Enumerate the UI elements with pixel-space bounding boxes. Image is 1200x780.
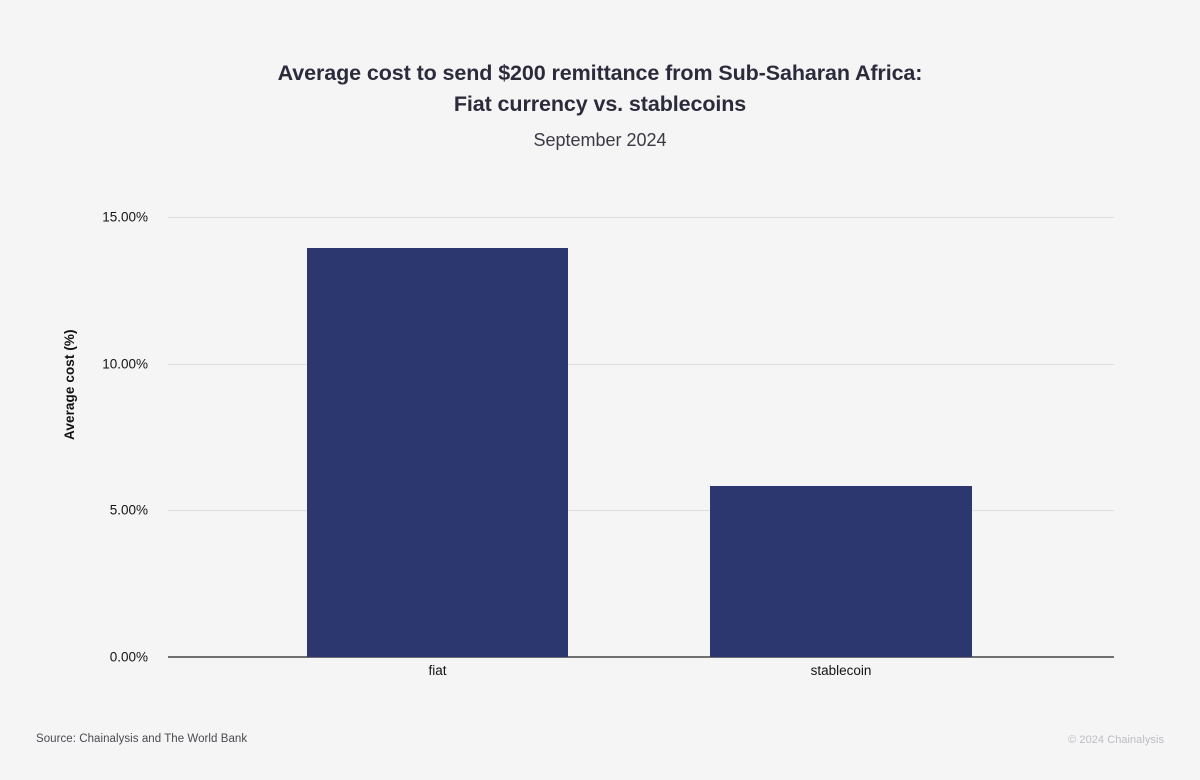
chart-subtitle: September 2024 bbox=[533, 130, 667, 150]
axis-baseline-0 bbox=[168, 656, 1114, 658]
y-tick-label-0: 0.00% bbox=[109, 649, 148, 665]
y-tick-label-10: 10.00% bbox=[102, 356, 148, 372]
footer-source: Source: Chainalysis and The World Bank bbox=[36, 733, 248, 745]
y-tick-label-15: 15.00% bbox=[102, 209, 148, 225]
chart-title-line-1: Average cost to send $200 remittance fro… bbox=[277, 61, 923, 85]
gridline-5 bbox=[168, 510, 1114, 512]
y-axis-ticks: 0.00% 5.00% 10.00% 15.00% bbox=[0, 210, 158, 665]
x-tick-label-stablecoin: stablecoin bbox=[810, 663, 872, 678]
footer-copyright: © 2024 Chainalysis bbox=[1068, 734, 1164, 746]
y-tick-label-5: 5.00% bbox=[109, 502, 148, 518]
gridline-10 bbox=[168, 363, 1114, 365]
bar-fiat[interactable] bbox=[307, 248, 568, 657]
page-title: Average cost to send $200 remittance fro… bbox=[0, 58, 1200, 120]
plot-area bbox=[168, 217, 1114, 658]
chart-title-line-2: Fiat currency vs. stablecoins bbox=[453, 92, 747, 116]
title-block: Average cost to send $200 remittance fro… bbox=[0, 58, 1200, 151]
x-tick-label-fiat: fiat bbox=[428, 663, 447, 678]
bar-stablecoin[interactable] bbox=[710, 486, 972, 657]
gridline-15 bbox=[168, 217, 1114, 218]
